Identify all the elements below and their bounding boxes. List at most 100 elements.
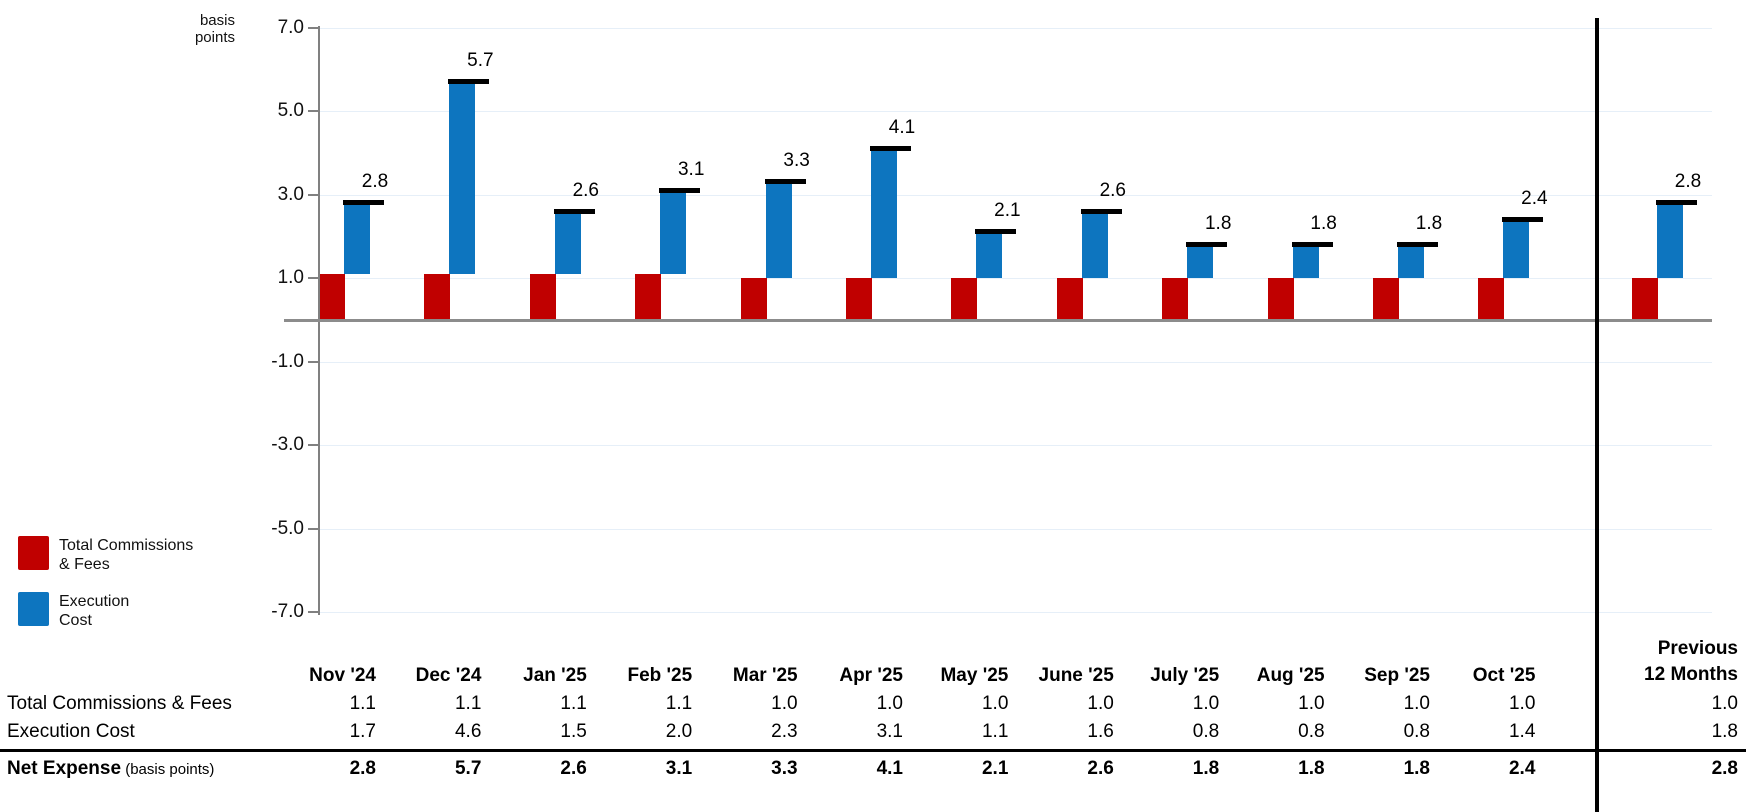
table-header-previous-line: Previous <box>1657 638 1738 659</box>
table-cell: 1.0 <box>1087 693 1114 714</box>
net-expense-cap-marker <box>1186 241 1228 247</box>
execution-cost-bar <box>344 203 370 275</box>
y-axis-tick-label: -3.0 <box>271 434 304 456</box>
net-expense-cap-marker <box>343 200 384 206</box>
legend-item-total-commissions: Total Commissions & Fees <box>18 536 193 574</box>
table-cell: 1.1 <box>454 693 482 714</box>
y-axis-tick-label: -1.0 <box>271 350 304 372</box>
table-cell: 1.7 <box>349 721 376 742</box>
y-axis-unit-line2: points <box>194 29 235 46</box>
table-cell: 1.6 <box>1087 721 1114 742</box>
total-commissions-bar <box>635 274 662 320</box>
table-cell: 1.0 <box>1298 693 1325 714</box>
table-row-label: Execution Cost <box>7 721 135 742</box>
gridline <box>318 361 1712 363</box>
table-header-feb-25: Feb '25 <box>627 665 693 686</box>
table-header-july-25: July '25 <box>1150 665 1220 686</box>
net-expense-value-label: 2.8 <box>1674 171 1702 193</box>
table-cell: 2.6 <box>560 758 587 779</box>
gridline <box>318 611 1712 613</box>
total-commissions-bar <box>529 274 556 320</box>
net-expense-value-label: 2.8 <box>361 171 389 193</box>
y-axis-tick <box>308 110 318 113</box>
table-cell-previous: 2.8 <box>1711 758 1738 779</box>
net-expense-value-label: 2.1 <box>994 200 1021 222</box>
gridline <box>318 528 1712 530</box>
total-commissions-bar <box>1267 278 1294 320</box>
net-expense-cap-marker <box>870 145 911 151</box>
table-header-previous-line: 12 Months <box>1644 664 1738 685</box>
table-separator-line <box>0 749 1746 752</box>
legend-execution-line2: Cost <box>59 612 92 629</box>
total-commissions-bar <box>1162 278 1189 320</box>
table-cell-previous: 1.8 <box>1711 721 1738 742</box>
execution-cost-bar <box>554 211 581 275</box>
y-axis-tick-label: 1.0 <box>277 267 304 289</box>
gridline <box>318 278 1712 280</box>
y-axis-unit-line1: basis <box>199 12 235 29</box>
y-axis-tick-label: 7.0 <box>277 17 304 39</box>
legend-swatch-total-commissions <box>18 536 49 570</box>
table-header-jan-25: Jan '25 <box>523 665 587 686</box>
total-commissions-bar <box>1478 278 1505 320</box>
table-header-dec-24: Dec '24 <box>415 665 482 686</box>
net-expense-cap-marker <box>1502 216 1544 222</box>
zero-baseline <box>284 319 1712 322</box>
legend-swatch-execution-cost <box>18 592 49 626</box>
net-expense-cap-marker <box>1291 241 1333 247</box>
table-cell: 4.6 <box>454 721 482 742</box>
table-header-sep-25: Sep '25 <box>1364 665 1430 686</box>
table-cell: 1.1 <box>349 693 376 714</box>
table-cell: 2.8 <box>349 758 376 779</box>
execution-cost-bar <box>1292 244 1319 279</box>
execution-cost-bar <box>1503 219 1530 279</box>
table-cell: 1.0 <box>876 693 903 714</box>
table-cell: 3.1 <box>665 758 693 779</box>
total-commissions-bar <box>1373 278 1399 320</box>
execution-cost-bar <box>449 82 476 275</box>
legend-commissions-line1: Total Commissions <box>59 537 194 554</box>
execution-cost-bar <box>976 232 1003 279</box>
total-commissions-bar <box>319 274 345 320</box>
net-expense-value-label: 2.4 <box>1521 187 1548 209</box>
table-cell: 1.8 <box>1192 758 1220 779</box>
y-axis-tick <box>308 27 318 30</box>
net-expense-cap-marker <box>659 187 701 193</box>
table-cell: 1.0 <box>771 693 798 714</box>
total-commissions-bar <box>951 278 978 320</box>
table-cell: 1.0 <box>1508 693 1536 714</box>
net-expense-cap-marker <box>975 229 1017 235</box>
table-cell: 1.0 <box>1192 693 1220 714</box>
table-cell: 2.1 <box>981 758 1009 779</box>
table-header-oct-25: Oct '25 <box>1472 665 1536 686</box>
net-expense-value-label: 1.8 <box>1204 212 1232 234</box>
table-cell: 3.3 <box>771 758 798 779</box>
y-axis-tick-label: 5.0 <box>277 100 304 122</box>
execution-cost-bar <box>1187 244 1214 279</box>
table-row-label: Net Expense (basis points) <box>7 758 215 779</box>
previous-period-divider-line <box>1595 18 1599 812</box>
table-cell: 1.1 <box>665 693 693 714</box>
table-cell: 1.1 <box>981 721 1009 742</box>
execution-cost-bar <box>1657 203 1683 279</box>
table-cell: 1.0 <box>981 693 1009 714</box>
net-expense-cap-marker <box>553 208 595 214</box>
legend-item-execution-cost: Execution Cost <box>18 592 129 630</box>
table-row-label: Total Commissions & Fees <box>7 693 232 714</box>
total-commissions-bar <box>424 274 451 320</box>
table-cell: 0.8 <box>1192 721 1220 742</box>
execution-cost-bar <box>871 148 897 279</box>
net-expense-cap-marker <box>448 79 490 85</box>
table-header-aug-25: Aug '25 <box>1256 665 1325 686</box>
execution-cost-bar <box>1398 244 1424 279</box>
y-axis-tick <box>308 360 318 363</box>
execution-cost-bar <box>660 190 687 275</box>
table-cell: 2.6 <box>1087 758 1114 779</box>
table-cell: 2.4 <box>1508 758 1536 779</box>
net-expense-cap-marker <box>1656 200 1697 206</box>
table-cell: 1.1 <box>560 693 587 714</box>
total-commissions-bar <box>846 278 872 320</box>
